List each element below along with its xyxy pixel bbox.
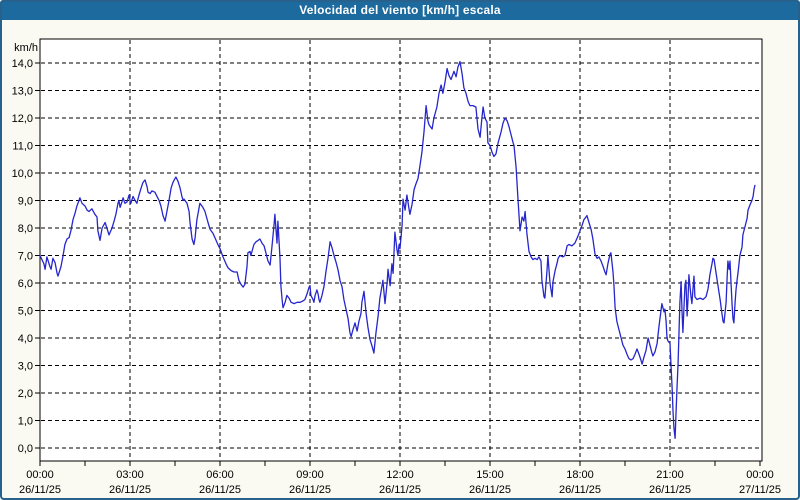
svg-text:26/11/25: 26/11/25: [379, 484, 421, 496]
svg-text:2,0: 2,0: [18, 388, 33, 400]
plot-area: [40, 39, 762, 461]
svg-text:26/11/25: 26/11/25: [109, 484, 151, 496]
svg-text:18:00: 18:00: [566, 469, 594, 481]
svg-text:26/11/25: 26/11/25: [289, 484, 331, 496]
svg-text:26/11/25: 26/11/25: [649, 484, 691, 496]
svg-text:26/11/25: 26/11/25: [469, 484, 511, 496]
svg-text:10,0: 10,0: [12, 168, 33, 180]
y-axis-ticks: [35, 62, 40, 449]
svg-text:03:00: 03:00: [116, 469, 144, 481]
svg-text:15:00: 15:00: [476, 469, 504, 481]
svg-text:14,0: 14,0: [12, 58, 33, 70]
svg-text:km/h: km/h: [14, 42, 38, 54]
svg-text:26/11/25: 26/11/25: [19, 484, 61, 496]
y-axis-labels: 0,0 1,0 2,0 3,0 4,0 5,0 6,0 7,0 8,0 9,0 10,0 11,0 12…: [12, 58, 33, 455]
svg-text:12:00: 12:00: [386, 469, 414, 481]
svg-text:0,0: 0,0: [18, 443, 33, 455]
svg-text:13,0: 13,0: [12, 86, 33, 98]
svg-text:11,0: 11,0: [12, 141, 33, 153]
svg-text:9,0: 9,0: [18, 196, 33, 208]
y-axis-unit-label: km/h: [14, 42, 38, 54]
svg-text:21:00: 21:00: [656, 469, 684, 481]
title-bar: Velocidad del viento [km/h] escala: [0, 0, 800, 20]
svg-text:1,0: 1,0: [18, 416, 33, 428]
svg-text:7,0: 7,0: [18, 251, 33, 263]
svg-text:5,0: 5,0: [18, 306, 33, 318]
svg-text:09:00: 09:00: [296, 469, 324, 481]
svg-text:12,0: 12,0: [12, 113, 33, 125]
gridlines: [41, 40, 761, 460]
svg-text:06:00: 06:00: [206, 469, 234, 481]
x-axis-ticks: [39, 461, 761, 466]
svg-text:26/11/25: 26/11/25: [199, 484, 241, 496]
svg-text:27/11/25: 27/11/25: [739, 484, 781, 496]
svg-text:6,0: 6,0: [18, 278, 33, 290]
plot-border: [39, 38, 763, 462]
svg-text:3,0: 3,0: [18, 361, 33, 373]
svg-text:4,0: 4,0: [18, 333, 33, 345]
svg-text:26/11/25: 26/11/25: [559, 484, 601, 496]
svg-text:00:00: 00:00: [26, 469, 54, 481]
svg-text:8,0: 8,0: [18, 223, 33, 235]
wind-speed-line: [39, 60, 756, 440]
window-title: Velocidad del viento [km/h] escala: [299, 3, 501, 17]
svg-text:00:00: 00:00: [746, 469, 774, 481]
x-axis-labels: 00:00 26/11/25 03:00 26/11/25 06:00 26/11/25 0…: [19, 469, 781, 496]
